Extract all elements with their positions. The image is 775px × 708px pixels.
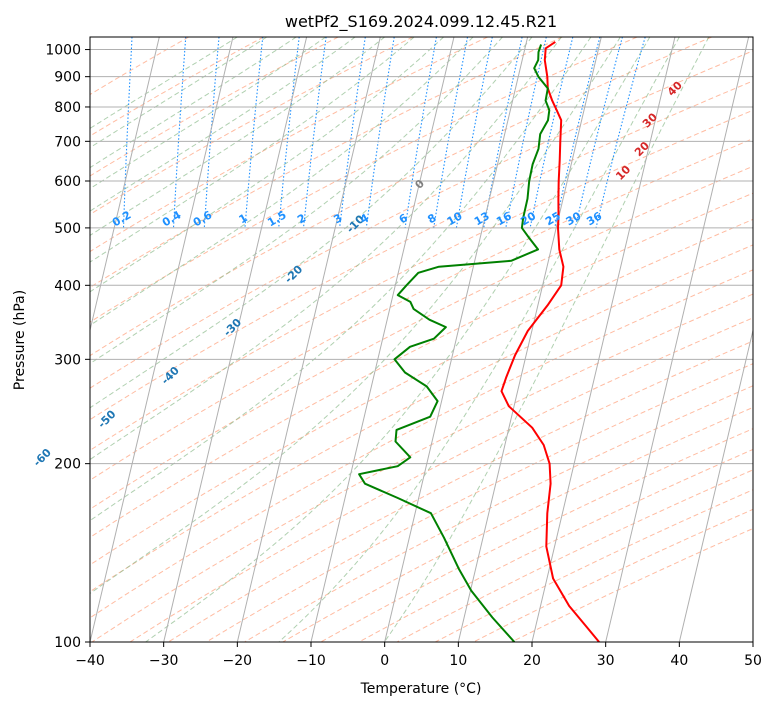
y-tick-label: 400 [54, 278, 81, 294]
dry-adiabat-line [129, 317, 753, 642]
y-tick-label: 100 [54, 635, 81, 651]
isotherm-line [678, 328, 753, 642]
moist-adiabat-line [90, 37, 474, 326]
dry-adiabat-line [90, 37, 190, 96]
temperature-profile-line [500, 41, 600, 642]
y-tick-label: 500 [54, 221, 81, 237]
y-tick-label: 800 [54, 100, 81, 116]
dry-adiabat-line [90, 244, 753, 593]
x-tick-label: 50 [744, 653, 762, 669]
x-tick-label: 0 [380, 653, 389, 669]
dewpoint-profile-line [358, 44, 551, 642]
dry-adiabat-line [90, 50, 753, 389]
y-tick-label: 900 [54, 70, 81, 86]
x-tick-label: 20 [523, 653, 541, 669]
isotherm-line [90, 37, 234, 642]
moist-adiabat-line [90, 37, 503, 365]
y-tick-label: 200 [54, 457, 81, 473]
moist-adiabats [90, 37, 710, 642]
dry-adiabat-line [91, 293, 753, 642]
isotherm-line [531, 37, 676, 642]
y-tick-label: 1000 [45, 43, 81, 59]
moist-adiabat-line [90, 37, 562, 461]
x-axis-label: Temperature (°C) [360, 681, 482, 697]
x-tick-label: 40 [670, 653, 688, 669]
isotherm-line [605, 37, 750, 642]
dry-adiabat-line [90, 37, 638, 323]
chart-title: wetPf2_S169.2024.099.12.45.R21 [285, 12, 557, 32]
x-tick-label: −20 [223, 653, 253, 669]
moist-adiabat-line [90, 37, 326, 190]
moist-adiabat-line [90, 37, 444, 293]
y-tick-label: 300 [54, 352, 81, 368]
moist-adiabat-line [278, 37, 680, 642]
dry-adiabat-line [90, 37, 712, 357]
y-tick-label: 600 [54, 174, 81, 190]
isotherm-line [457, 37, 602, 642]
dry-adiabat-line [90, 138, 753, 481]
dry-adiabat-line [90, 37, 563, 288]
x-tick-label: −40 [75, 653, 105, 669]
dry-adiabat-line [90, 37, 488, 253]
plot-frame [89, 36, 754, 643]
x-tick-label: 10 [449, 653, 467, 669]
plot-area [90, 37, 753, 642]
y-axis-label: Pressure (hPa) [12, 290, 28, 390]
dry-adiabats [90, 37, 753, 642]
x-axis-ticks: −40 −30 −20 −10 0 10 20 30 40 50 [75, 642, 762, 669]
moist-adiabat-line [383, 37, 710, 642]
moist-adiabat-line [90, 37, 592, 522]
profile-series [358, 41, 600, 642]
isotherm-line [163, 37, 308, 642]
isotherm-line [384, 37, 529, 642]
x-tick-label: −10 [296, 653, 326, 669]
isotherm-lines [90, 37, 753, 642]
moist-adiabat-line [90, 37, 533, 409]
x-tick-label: 30 [597, 653, 615, 669]
isotherm-line [310, 37, 455, 642]
pressure-gridlines [90, 49, 753, 642]
isotherm-line [236, 37, 381, 642]
moist-adiabat-line [90, 37, 621, 595]
dry-adiabat-line [90, 109, 753, 451]
y-axis-ticks: 100 200 300 400 500 600 700 800 900 1000 [45, 43, 90, 651]
moist-adiabat-line [145, 37, 651, 642]
moist-adiabat-line [90, 37, 415, 263]
x-tick-label: −30 [149, 653, 179, 669]
moist-adiabat-line [90, 37, 356, 212]
dry-adiabat-line [90, 165, 753, 510]
y-tick-label: 700 [54, 134, 81, 150]
dry-adiabat-line [90, 269, 753, 619]
isotherm-line [90, 37, 160, 333]
moist-adiabat-line [90, 37, 385, 236]
